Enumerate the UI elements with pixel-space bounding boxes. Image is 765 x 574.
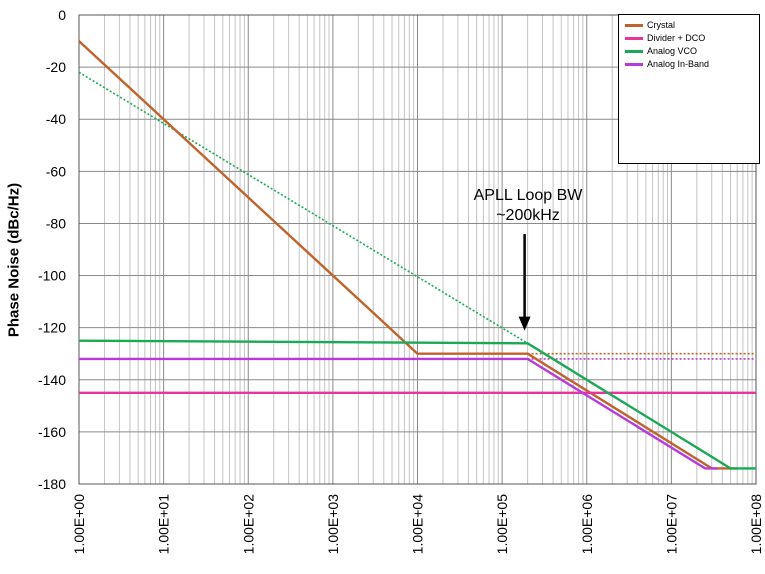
y-tick-label: -40 <box>46 111 66 127</box>
series-layer <box>78 40 756 470</box>
y-axis-label: Phase Noise (dBc/Hz) <box>6 183 23 337</box>
legend-swatch <box>625 23 643 27</box>
legend-swatch <box>625 36 643 40</box>
x-tick-label: 1.00E+07 <box>663 494 679 555</box>
y-tick-label: -120 <box>38 320 66 336</box>
legend-swatch <box>625 62 643 66</box>
y-tick-label: -100 <box>38 268 66 284</box>
x-tick-label: 1.00E+04 <box>410 494 426 555</box>
legend-label: Crystal <box>647 20 676 30</box>
series-line-analog-vco <box>78 339 756 470</box>
y-tick-label: -180 <box>38 476 66 492</box>
legend-item: Divider + DCO <box>625 32 753 44</box>
legend-swatch <box>625 49 643 53</box>
x-tick-label: 1.00E+01 <box>156 494 172 555</box>
x-tick-label: 1.00E+00 <box>71 494 87 555</box>
x-tick-label: 1.00E+08 <box>748 494 764 555</box>
legend-label: Analog In-Band <box>647 59 710 69</box>
y-tick-label: -160 <box>38 424 66 440</box>
x-tick-label: 1.00E+03 <box>325 494 341 555</box>
x-tick-label: 1.00E+05 <box>494 494 510 555</box>
dotted-extension-analog-vco <box>78 71 529 344</box>
arrow-head <box>518 316 531 331</box>
annotation-line-1: APLL Loop BW <box>473 187 583 204</box>
y-tick-label: -20 <box>46 59 66 75</box>
y-tick-label: 0 <box>58 7 66 23</box>
legend-item: Analog In-Band <box>625 58 753 70</box>
series-line-analog-in-band <box>79 357 718 470</box>
y-tick-label: -140 <box>38 372 66 388</box>
x-tick-label: 1.00E+06 <box>579 494 595 555</box>
legend-item: Analog VCO <box>625 45 753 57</box>
legend-item: Crystal <box>625 19 753 31</box>
x-tick-label: 1.00E+02 <box>240 494 256 555</box>
y-tick-label: -80 <box>46 215 66 231</box>
y-axis-label-text: Phase Noise (dBc/Hz) <box>5 182 23 338</box>
legend: Crystal Divider + DCO Analog VCO Analog In-… <box>618 14 760 164</box>
series-line-crystal <box>78 40 738 470</box>
annotation-line-2: ~200kHz <box>496 207 560 224</box>
loop-bw-annotation: APLL Loop BW ~200kHz <box>448 186 608 226</box>
legend-label: Divider + DCO <box>647 33 706 43</box>
axis-tick-labels: 0 -20 -40 -60 -80 -100 -120 -140 -160 -180 1.00E+0… <box>38 7 764 554</box>
y-tick-label: -60 <box>46 163 66 179</box>
plot-frame <box>78 14 757 485</box>
legend-label: Analog VCO <box>647 46 698 56</box>
annotation-arrow <box>518 234 531 331</box>
